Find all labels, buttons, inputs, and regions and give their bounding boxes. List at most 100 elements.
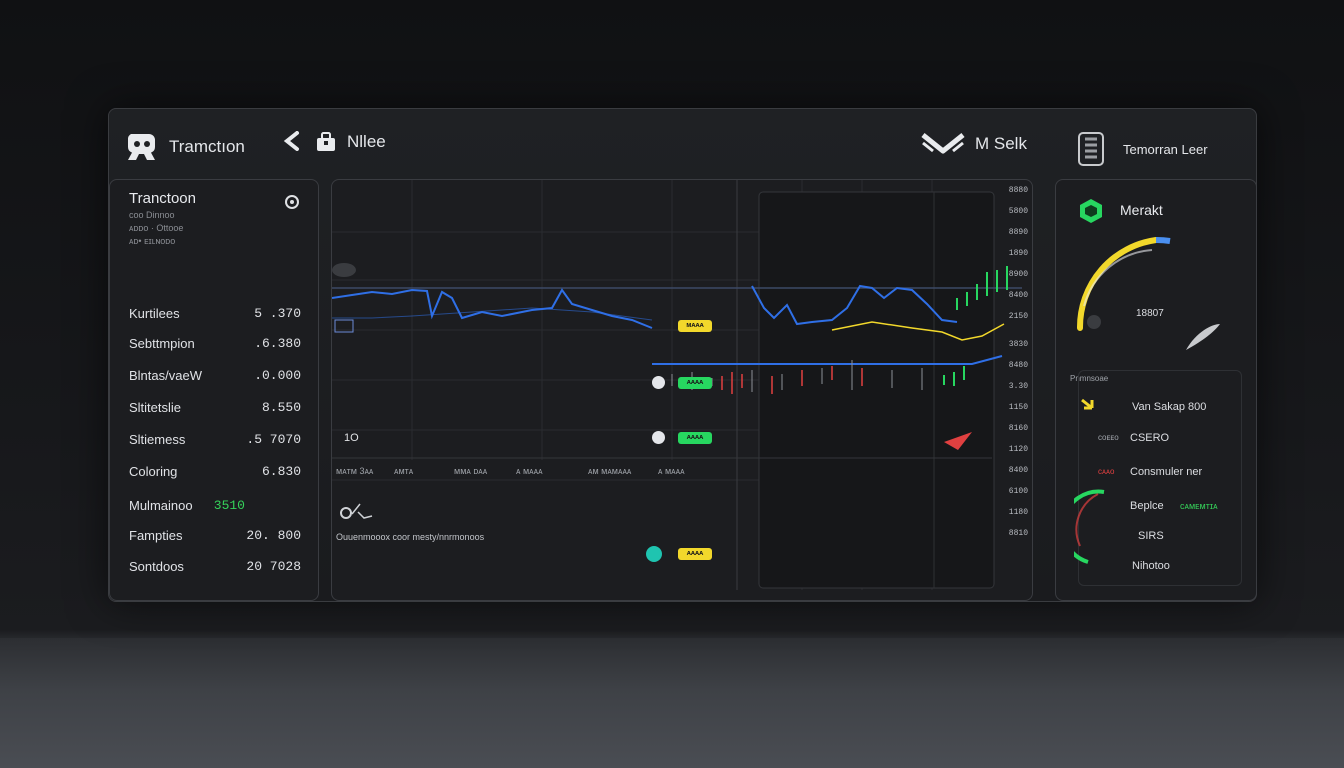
row-label: Kurtilees (129, 306, 180, 321)
row-label: Coloring (129, 464, 178, 479)
y-tick-label: 8400 (1008, 466, 1028, 475)
toggle-dot[interactable] (652, 376, 665, 389)
chart-footer-text: Ouuenmooox coor mesty/nnrmonoos (336, 532, 485, 542)
detail-frame (758, 191, 995, 589)
search-icon[interactable] (284, 194, 300, 215)
price-tag[interactable]: ᴀᴀᴀᴀ (678, 548, 712, 560)
panel-title: Tranctoon (129, 190, 196, 207)
floor-reflection (0, 638, 1344, 768)
row-value: 8.550 (261, 400, 301, 415)
list-frame (1078, 370, 1242, 586)
y-tick-label: 1890 (1008, 249, 1028, 258)
link-icon[interactable] (338, 500, 378, 527)
summary-row[interactable]: Blntas/vaeW .0.000 (129, 368, 301, 383)
legend-item[interactable]: ᴀ ᴍᴀᴀᴀ (516, 466, 543, 476)
trend-line-blue (652, 355, 1003, 365)
green-note: ᴄᴀᴍᴇᴍᴛɪᴀ (1180, 501, 1218, 511)
account-label: M Selk (975, 134, 1027, 153)
list-item-label[interactable]: Beplce (1130, 500, 1164, 512)
list-item-code: ᴄᴏᴇᴇᴏ (1098, 433, 1119, 442)
list-item-label[interactable]: Van Sakap 800 (1132, 401, 1207, 413)
volume-bars (943, 266, 1008, 386)
list-item-label[interactable]: Consmuler ner (1130, 466, 1203, 478)
row-value: 3510 (213, 498, 245, 513)
section-label: Pnmnsoae (1070, 374, 1109, 383)
row-value: 20. 800 (246, 528, 301, 543)
row-value: 5 .370 (254, 306, 301, 321)
y-tick-label: 8880 (1008, 186, 1028, 195)
y-tick-label: 8900 (1008, 270, 1028, 279)
list-item-label[interactable]: Nihotoo (1132, 560, 1170, 572)
list-item-label[interactable]: SIRS (1138, 530, 1164, 542)
red-candle (944, 432, 972, 450)
list-item-code: ᴄᴀᴀᴏ (1098, 467, 1115, 476)
legend-item[interactable]: ᴀ ᴍᴀᴀᴀ (658, 466, 685, 476)
y-tick-label: 6100 (1008, 487, 1028, 496)
row-label: Sltiemess (129, 432, 186, 447)
y-tick-label: 1180 (1008, 508, 1028, 517)
y-tick-label: 1120 (1008, 445, 1028, 454)
status-dot[interactable] (646, 546, 662, 562)
summary-row[interactable]: Sltiemess .5 7070 (129, 432, 301, 447)
panel-subtitle: ᴀᴅ• ᴇɪʟɴᴏᴅᴏ (129, 236, 176, 246)
price-tag[interactable]: ᴀᴀᴀᴀ (678, 432, 712, 444)
row-label: Sltitetslie (129, 400, 182, 415)
progress-ring (1074, 489, 1105, 564)
row-label: Sontdoos (129, 559, 184, 574)
title-bar: Tramctıon Nllee M Selk Temorran Leer (109, 109, 1256, 179)
row-value: 20 7028 (246, 559, 301, 574)
list-item-label[interactable]: CSERO (1130, 432, 1170, 444)
chevron-left-icon (283, 131, 301, 151)
y-tick-label: 1150 (1008, 403, 1028, 412)
legend-item[interactable]: ᴍᴍᴀ ᴅᴀᴀ (454, 466, 488, 476)
summary-panel: Tranctoon ᴄᴏᴏ Dinnoo ᴀᴅᴅᴏ · Ottooe ᴀᴅ• ᴇ… (109, 179, 319, 601)
nav-menu[interactable]: Nllee (315, 131, 386, 153)
row-label: Sebttmpion (129, 336, 195, 351)
panel-title: Merakt (1120, 202, 1163, 218)
price-line-secondary (332, 307, 653, 321)
row-label: Fampties (129, 528, 183, 543)
toggle-dot[interactable] (652, 431, 665, 444)
volume-bars (721, 366, 863, 394)
legend-item[interactable]: ᴀᴍ ᴍᴀᴍᴀᴀᴀ (588, 466, 632, 476)
arrow-icon (1080, 396, 1098, 419)
logo-icon (125, 131, 159, 163)
scroll-handle[interactable] (332, 263, 356, 277)
y-tick-label: 8810 (1008, 529, 1028, 538)
price-tag[interactable]: ᴍᴀᴀᴀ (678, 320, 712, 332)
summary-row[interactable]: Sltitetslie 8.550 (129, 400, 301, 415)
account-sub-label: Temorran Leer (1123, 141, 1208, 157)
briefcase-icon (315, 131, 337, 153)
chart-panel[interactable]: 8880 5800 8890 1890 8900 8400 2150 3830 … (331, 179, 1033, 601)
price-line-right (751, 284, 958, 326)
summary-row[interactable]: Sontdoos 20 7028 (129, 559, 301, 574)
row-value: .5 7070 (246, 432, 301, 447)
summary-row[interactable]: Mulmainoo 3510 (129, 498, 301, 513)
panel-subtitle: ᴀᴅᴅᴏ · Ottooe (129, 223, 184, 233)
price-tag[interactable]: ᴀᴀᴀᴀ (678, 377, 712, 389)
summary-row[interactable]: Coloring 6.830 (129, 464, 301, 479)
mail-icon (921, 131, 965, 157)
selection-marker[interactable] (334, 319, 354, 333)
price-line-main (332, 288, 653, 329)
market-gauge (1076, 236, 1220, 350)
brand[interactable]: Tramctıon (125, 131, 245, 163)
app-window: Tramctıon Nllee M Selk Temorran Leer (108, 108, 1257, 602)
legend-item[interactable]: ᴀᴍᴛᴀ (394, 466, 414, 476)
moving-average-line (831, 321, 1005, 341)
summary-row[interactable]: Sebttmpion .6.380 (129, 336, 301, 351)
account-button[interactable]: M Selk (921, 131, 1027, 157)
legend-item[interactable]: ᴍᴀᴛᴍ 3ᴀᴀ (336, 466, 374, 476)
gauge-value: 18807 (1136, 308, 1164, 319)
avatar-icon (1077, 131, 1105, 167)
back-button[interactable] (283, 131, 301, 151)
row-value: .0.000 (254, 368, 301, 383)
app-title: Tramctıon (169, 137, 245, 156)
summary-row[interactable]: Fampties 20. 800 (129, 528, 301, 543)
y-tick-label: 3830 (1008, 340, 1028, 349)
y-tick-label: 8160 (1008, 424, 1028, 433)
profile-button[interactable]: Temorran Leer (1077, 131, 1208, 167)
row-value: .6.380 (254, 336, 301, 351)
summary-row[interactable]: Kurtilees 5 .370 (129, 306, 301, 321)
cube-icon (1078, 198, 1104, 229)
